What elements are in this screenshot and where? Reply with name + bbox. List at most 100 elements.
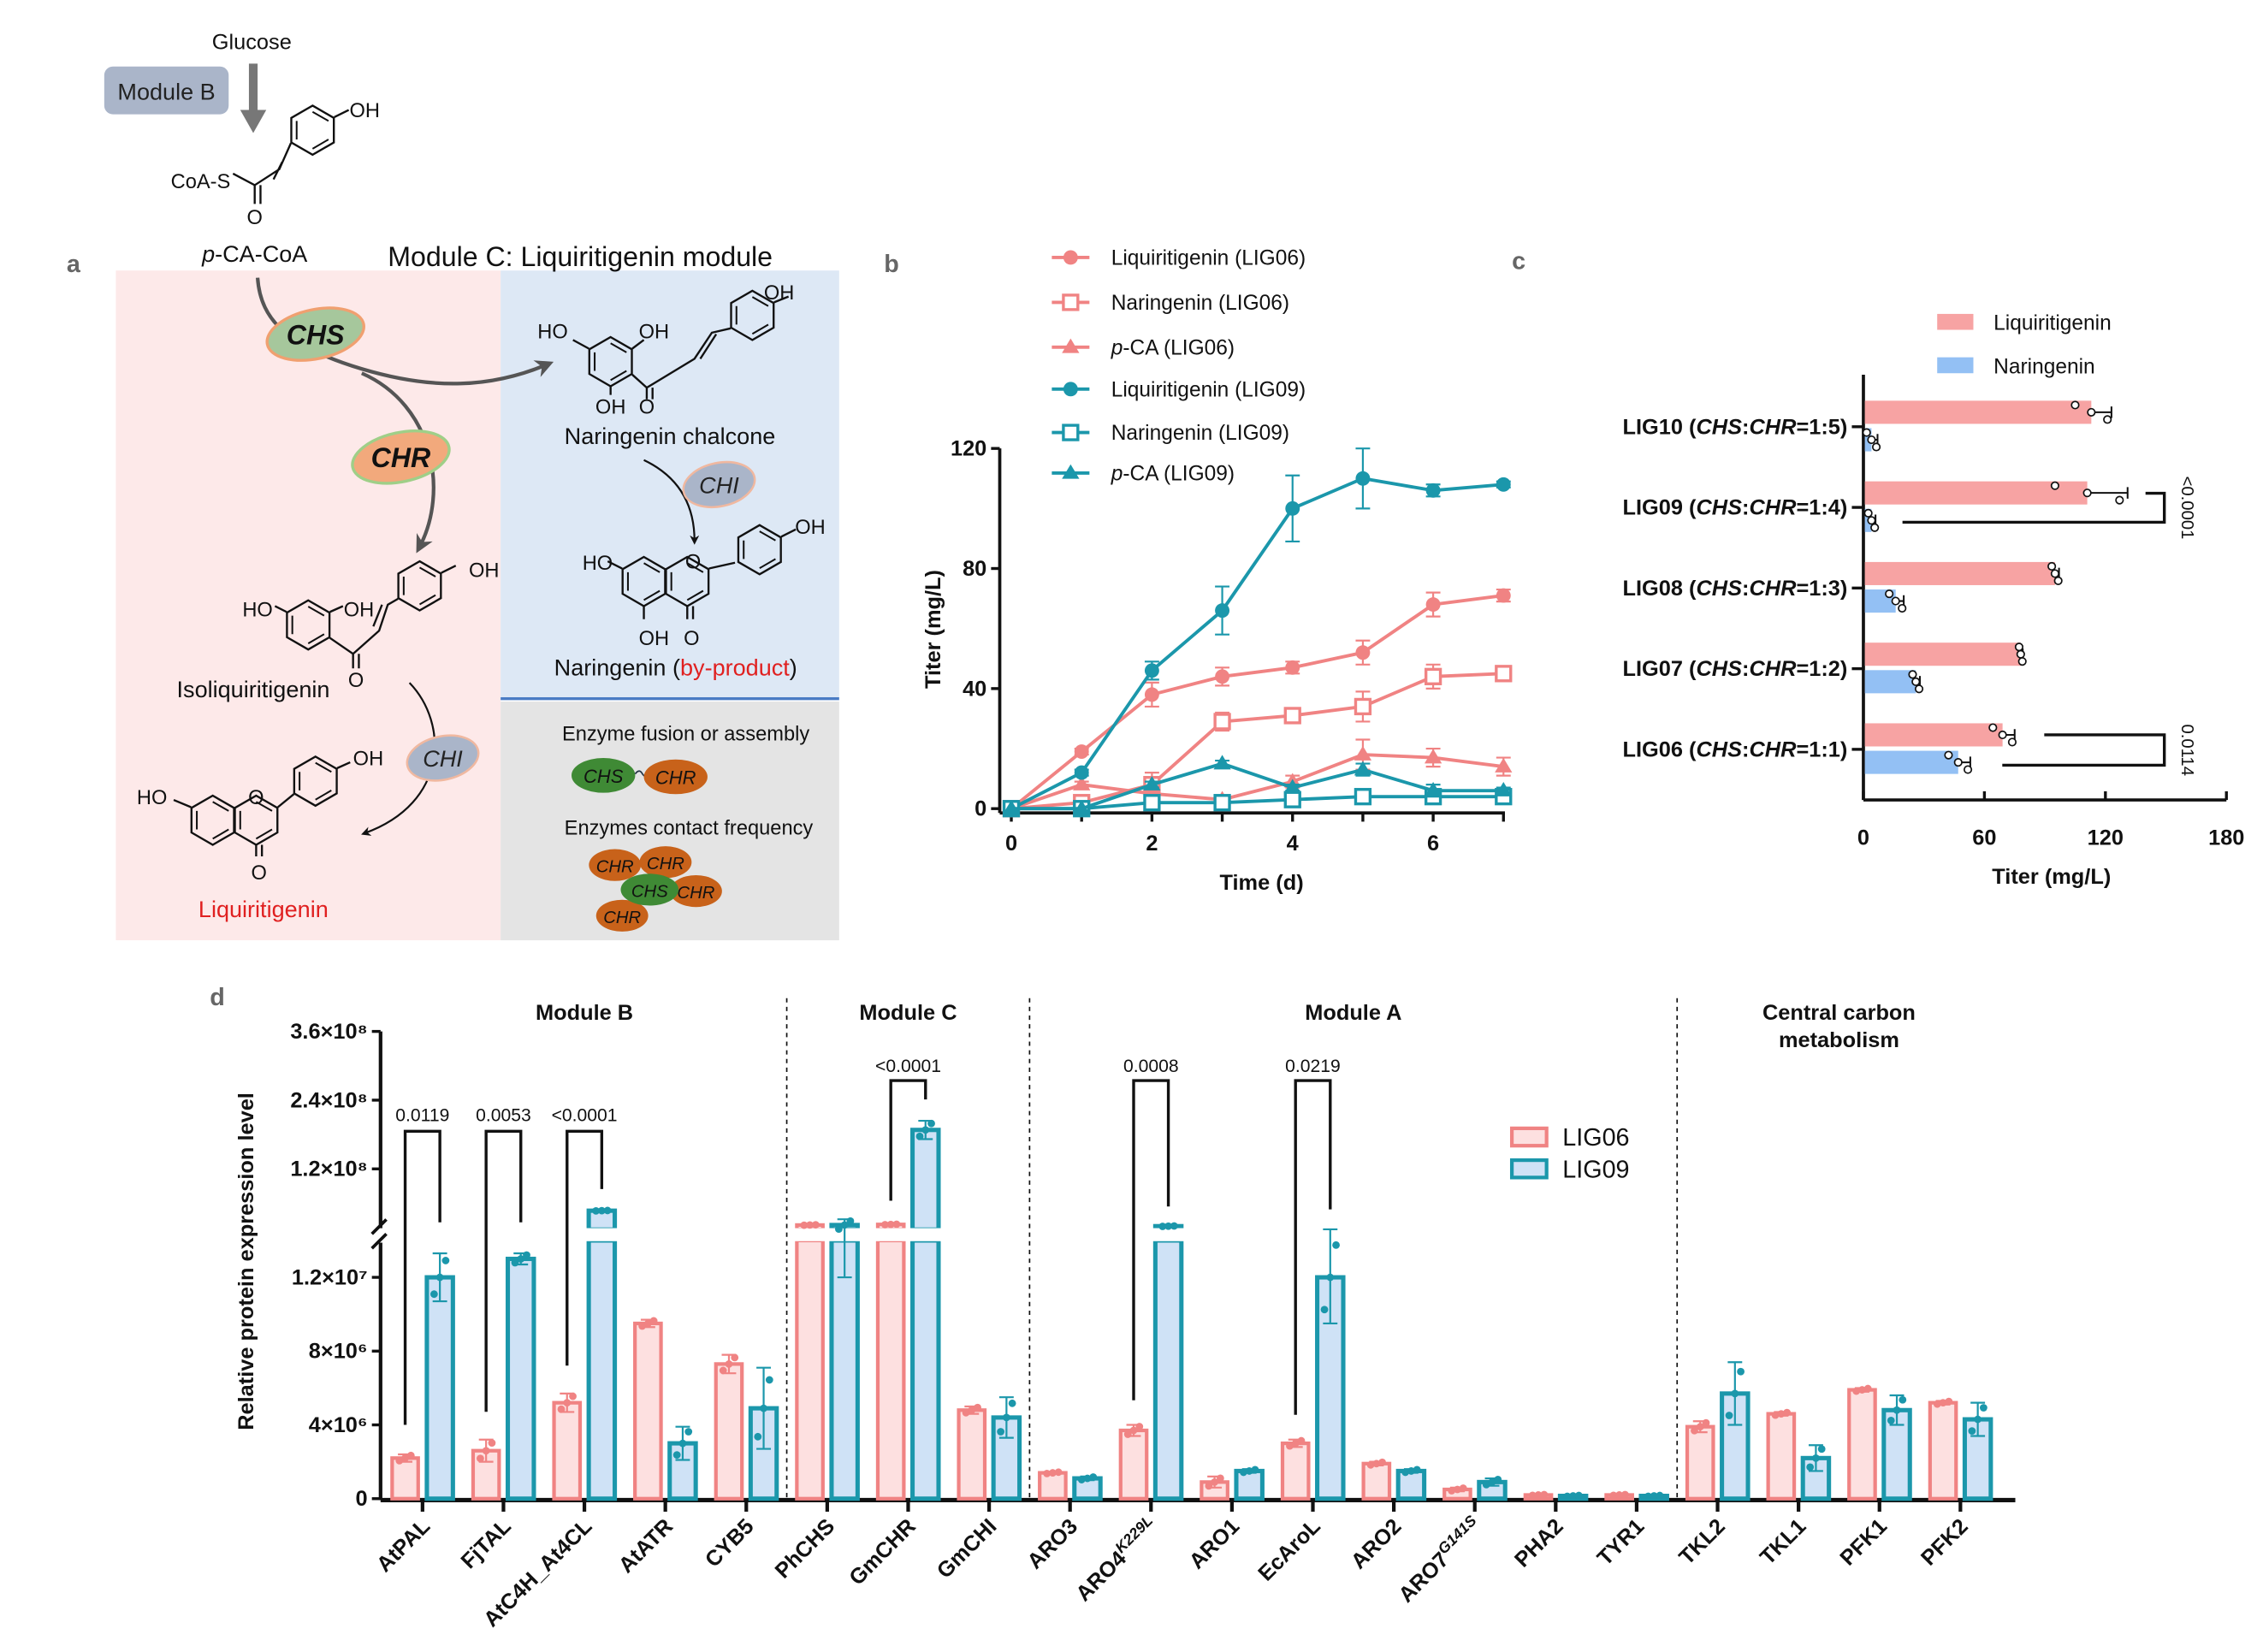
atom-label-o: O: [246, 207, 262, 229]
atom-label-oh: OH: [349, 100, 379, 122]
panel-label-c: c: [1512, 248, 1525, 275]
atom-label-oh: OH: [595, 397, 625, 419]
panel-label-b: b: [884, 251, 899, 278]
d-replicate-point: [1320, 1306, 1329, 1314]
d-replicate-point: [1158, 1223, 1167, 1230]
naringenin-bonds: [607, 528, 797, 619]
d-bar-lig06: [957, 1408, 987, 1501]
c-replicate-point: [2050, 481, 2059, 490]
c-x-axis-label: Titer (mg/L): [1992, 865, 2111, 889]
b-series-line: [1010, 753, 1504, 811]
c-replicate-point: [2047, 561, 2057, 571]
atom-label-o: O: [348, 670, 364, 692]
c-category-label: LIG09 (CHS:CHR=1:4): [1623, 496, 1848, 520]
svg-text:CHR: CHR: [371, 442, 431, 473]
d-replicate-point: [754, 1432, 762, 1441]
d-replicate-point: [811, 1221, 820, 1229]
atom-label-ho: HO: [583, 553, 613, 575]
d-replicate-point: [482, 1447, 490, 1455]
svg-text:CHS: CHS: [631, 882, 668, 901]
c-bar-naringenin: [1864, 670, 1916, 694]
c-x-tick-label: 120: [2088, 826, 2124, 850]
chi-enzyme-main: CHI: [406, 734, 480, 782]
d-y-axis-label: Relative protein expression level: [234, 1092, 258, 1430]
d-replicate-point: [1777, 1410, 1786, 1418]
isoliquiritigenin-ring-b: [397, 560, 442, 612]
isoliquiritigenin-bonds: [274, 565, 457, 669]
d-replicate-point: [1899, 1395, 1907, 1404]
module-c-title: Module C: Liquiritigenin module: [388, 241, 773, 272]
d-group-header: Module C: [859, 1001, 957, 1025]
c-replicate-point: [2070, 400, 2080, 410]
d-significance-bracket: [1294, 1079, 1332, 1415]
d-y-tick-label: 0: [355, 1487, 367, 1511]
contact-title: Enzymes contact frequency: [565, 818, 814, 840]
b-data-point: [1215, 669, 1230, 684]
pca-coa-ring: [290, 104, 335, 157]
svg-text:CHI: CHI: [423, 746, 463, 772]
d-p-value: 0.0008: [1123, 1057, 1179, 1076]
svg-text:CHR: CHR: [655, 767, 696, 788]
d-replicate-point: [806, 1221, 814, 1229]
c-replicate-point: [1867, 516, 1876, 525]
d-category-label-superscript: K229L: [1111, 1512, 1156, 1556]
naringenin-label: Naringenin (by-product): [554, 655, 797, 681]
d-replicate-point: [1534, 1491, 1543, 1499]
d-replicate-point: [1251, 1465, 1259, 1474]
d-replicate-point: [523, 1251, 530, 1259]
d-replicate-point: [719, 1366, 727, 1375]
c-replicate-point: [1871, 442, 1881, 452]
atom-label-oh: OH: [353, 748, 383, 770]
d-replicate-point: [1170, 1222, 1178, 1230]
c-category-label: LIG08 (CHS:CHR=1:3): [1623, 577, 1848, 601]
d-replicate-point: [1129, 1426, 1138, 1435]
d-replicate-point: [511, 1258, 519, 1267]
d-category-label: TKL2: [1674, 1514, 1730, 1570]
d-y-tick-label: 1.2×10⁷: [292, 1266, 368, 1290]
d-replicate-point: [1806, 1463, 1815, 1471]
d-replicate-point: [1407, 1467, 1415, 1475]
d-replicate-point: [1043, 1469, 1051, 1477]
d-replicate-point: [1205, 1482, 1213, 1490]
d-y-tick-label: 3.6×10⁸: [290, 1020, 367, 1044]
d-replicate-point: [1366, 1460, 1375, 1469]
d-replicate-point: [441, 1257, 450, 1264]
c-bar-liquiritigenin: [1864, 723, 2003, 747]
d-bar-break-gap: [909, 1228, 942, 1241]
d-replicate-point: [1812, 1454, 1820, 1462]
d-replicate-point: [603, 1206, 612, 1215]
b-legend-label-text: Liquiritigenin (LIG09): [1111, 378, 1306, 401]
b-legend-label: Naringenin (LIG06): [1111, 292, 1289, 315]
d-bar-break-gap: [874, 1228, 907, 1241]
b-legend-marker: [1062, 338, 1080, 353]
b-data-point: [1213, 794, 1231, 812]
b-x-tick-label: 2: [1146, 832, 1158, 856]
d-bar-lig06: [1280, 1441, 1311, 1501]
d-replicate-point: [597, 1206, 606, 1215]
svg-text:CHR: CHR: [596, 858, 634, 877]
chalcone-ring-a-double-bonds: [594, 342, 627, 382]
b-y-tick-label: 0: [974, 797, 986, 821]
d-bar-lig09: [505, 1256, 536, 1501]
d-replicate-point: [1332, 1240, 1340, 1249]
b-legend-label-italic: p: [1111, 336, 1123, 359]
d-bar-lig09: [424, 1275, 455, 1501]
d-significance-bracket: [484, 1129, 523, 1412]
d-bar-lig06: [390, 1456, 420, 1501]
c-replicate-point: [2016, 649, 2025, 659]
svg-text:CHI: CHI: [699, 473, 739, 499]
c-replicate-point: [2014, 642, 2024, 652]
d-replicate-point: [1569, 1492, 1578, 1500]
b-y-axis-label: Titer (mg/L): [921, 570, 945, 689]
c-replicate-point: [1988, 723, 1998, 732]
b-data-point: [1213, 713, 1231, 731]
c-category-label: LIG07 (CHS:CHR=1:2): [1623, 657, 1848, 681]
d-legend-label: LIG06: [1562, 1124, 1629, 1152]
d-replicate-point: [840, 1221, 849, 1229]
d-category-label: TKL1: [1756, 1514, 1811, 1570]
isoliquiritigenin-ring-a: [286, 599, 331, 651]
c-replicate-point: [2053, 576, 2063, 585]
b-data-point: [1074, 765, 1089, 780]
panel-d-protein-expression-chart: d Relative protein expression level 0 4×1…: [210, 984, 2016, 1631]
